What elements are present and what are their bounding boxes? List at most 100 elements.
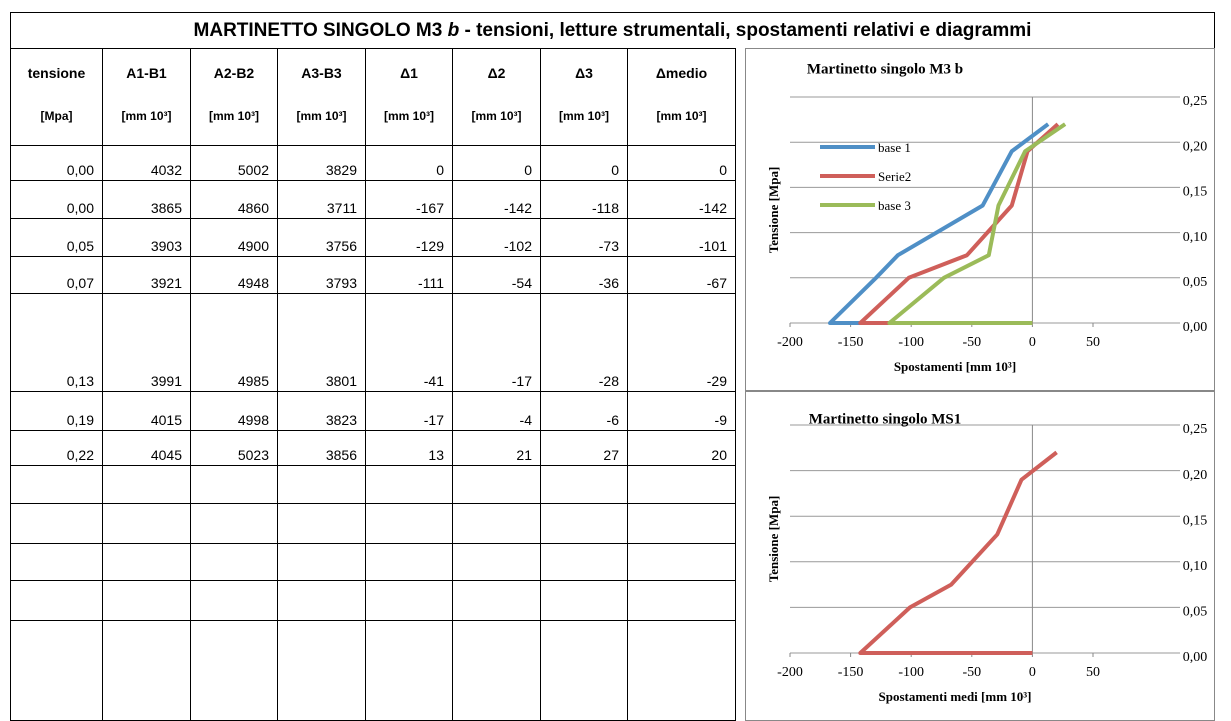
table-cell: 4015 <box>102 391 191 431</box>
table-cell: 5023 <box>190 430 278 466</box>
data-table: tensione [Mpa] A1-B1 [mm 10³] A2-B2 [mm 10³] A… <box>10 48 736 721</box>
y-tick-label: 0,20 <box>1183 139 1208 154</box>
chart-border <box>745 48 1215 391</box>
header-cell: tensione [Mpa] <box>10 48 103 146</box>
sheet-title: MARTINETTO SINGOLO M3 b - tensioni, lett… <box>10 12 1215 48</box>
empty-cell <box>10 465 103 504</box>
y-tick-label: 0,25 <box>1183 94 1208 109</box>
column-header: Δ1 <box>400 65 418 81</box>
empty-cell <box>365 543 453 581</box>
table-cell: 4900 <box>190 218 278 257</box>
table-cell: 0,22 <box>10 430 103 466</box>
table-cell: -111 <box>365 256 453 294</box>
table-cell: -36 <box>540 256 628 294</box>
legend-label: base 3 <box>878 198 911 213</box>
empty-cell <box>365 620 453 721</box>
table-cell: 4860 <box>190 180 278 219</box>
legend-label: Serie2 <box>878 169 911 184</box>
empty-row <box>10 580 736 621</box>
column-unit: [mm 10³] <box>296 109 347 123</box>
table-cell: 3801 <box>277 293 366 392</box>
x-tick-label: -50 <box>962 665 981 680</box>
table-cell: 0,19 <box>10 391 103 431</box>
table-cell: 3903 <box>102 218 191 257</box>
table-cell: -41 <box>365 293 453 392</box>
column-unit: [Mpa] <box>40 109 73 123</box>
header-cell: Δmedio [mm 10³] <box>627 48 736 146</box>
header-stack: A1-B1 [mm 10³] <box>104 50 190 145</box>
table-cell: 0 <box>452 145 541 181</box>
x-tick-label: -200 <box>777 335 803 350</box>
column-header: Δmedio <box>655 65 708 81</box>
column-unit: [mm 10³] <box>121 109 172 123</box>
table-cell: -17 <box>365 391 453 431</box>
header-stack: tensione [Mpa] <box>12 50 102 145</box>
chart-title: Martinetto singolo MS1 <box>809 411 961 427</box>
empty-cell <box>277 620 366 721</box>
column-unit: [mm 10³] <box>656 109 707 123</box>
header-stack: Δ3 [mm 10³] <box>542 50 627 145</box>
series-line <box>858 450 1058 655</box>
table-cell: 21 <box>452 430 541 466</box>
table-row: 0,19 4015 4998 3823 -17 -4 -6 -9 <box>10 391 736 431</box>
x-tick-label: -200 <box>777 665 803 680</box>
table-cell: 4032 <box>102 145 191 181</box>
table-cell: -142 <box>452 180 541 219</box>
empty-cell <box>190 620 278 721</box>
table-cell: 27 <box>540 430 628 466</box>
title-start: MARTINETTO SINGOLO M3 <box>193 20 448 41</box>
column-unit: [mm 10³] <box>383 109 434 123</box>
x-tick-label: 0 <box>1029 665 1036 680</box>
table-cell: 4045 <box>102 430 191 466</box>
table-row: 0,00 4032 5002 3829 0 0 0 0 <box>10 145 736 181</box>
table-row: 0,07 3921 4948 3793 -111 -54 -36 -67 <box>10 256 736 294</box>
header-stack: A3-B3 [mm 10³] <box>279 50 365 145</box>
table-cell: -102 <box>452 218 541 257</box>
empty-cell <box>452 543 541 581</box>
empty-row <box>10 465 736 504</box>
table-cell: -17 <box>452 293 541 392</box>
header-stack: A2-B2 [mm 10³] <box>192 50 277 145</box>
table-row: 0,22 4045 5023 3856 13 21 27 20 <box>10 430 736 466</box>
x-tick-label: 0 <box>1029 335 1036 350</box>
empty-cell <box>540 543 628 581</box>
series-line <box>827 122 1050 325</box>
table-cell: 3856 <box>277 430 366 466</box>
empty-cell <box>365 503 453 544</box>
empty-cell <box>540 503 628 544</box>
empty-cell <box>190 543 278 581</box>
x-tick-label: -50 <box>962 335 981 350</box>
table-row: 0,00 3865 4860 3711 -167 -142 -118 -142 <box>10 180 736 219</box>
header-cell: A2-B2 [mm 10³] <box>190 48 278 146</box>
y-axis-title: Tensione [Mpa] <box>766 496 781 583</box>
empty-cell <box>365 465 453 504</box>
table-cell: -142 <box>627 180 736 219</box>
empty-cell <box>452 620 541 721</box>
y-tick-label: 0,05 <box>1183 605 1208 620</box>
x-tick-label: -100 <box>898 665 924 680</box>
column-header: Δ3 <box>575 65 593 81</box>
table-cell: 4985 <box>190 293 278 392</box>
legend-label: base 1 <box>878 140 911 155</box>
table-row: 0,05 3903 4900 3756 -129 -102 -73 -101 <box>10 218 736 257</box>
table-cell: 4948 <box>190 256 278 294</box>
empty-cell <box>540 620 628 721</box>
empty-cell <box>190 465 278 504</box>
chart: 0,00 0,05 0,10 0,15 0,20 0,25 -200 -150 -100 -50 0… <box>745 48 1215 391</box>
empty-cell <box>627 465 736 504</box>
column-unit: [mm 10³] <box>208 109 259 123</box>
table-cell: -29 <box>627 293 736 392</box>
header-cell: Δ3 [mm 10³] <box>540 48 628 146</box>
empty-cell <box>10 503 103 544</box>
table-cell: 20 <box>627 430 736 466</box>
table-cell: 0 <box>627 145 736 181</box>
table-cell: 3823 <box>277 391 366 431</box>
table-cell: 3921 <box>102 256 191 294</box>
empty-row <box>10 503 736 544</box>
empty-row <box>10 620 736 721</box>
column-header: A2-B2 <box>213 65 255 81</box>
empty-cell <box>452 503 541 544</box>
empty-cell <box>452 465 541 504</box>
table-cell: -28 <box>540 293 628 392</box>
table-cell: -6 <box>540 391 628 431</box>
